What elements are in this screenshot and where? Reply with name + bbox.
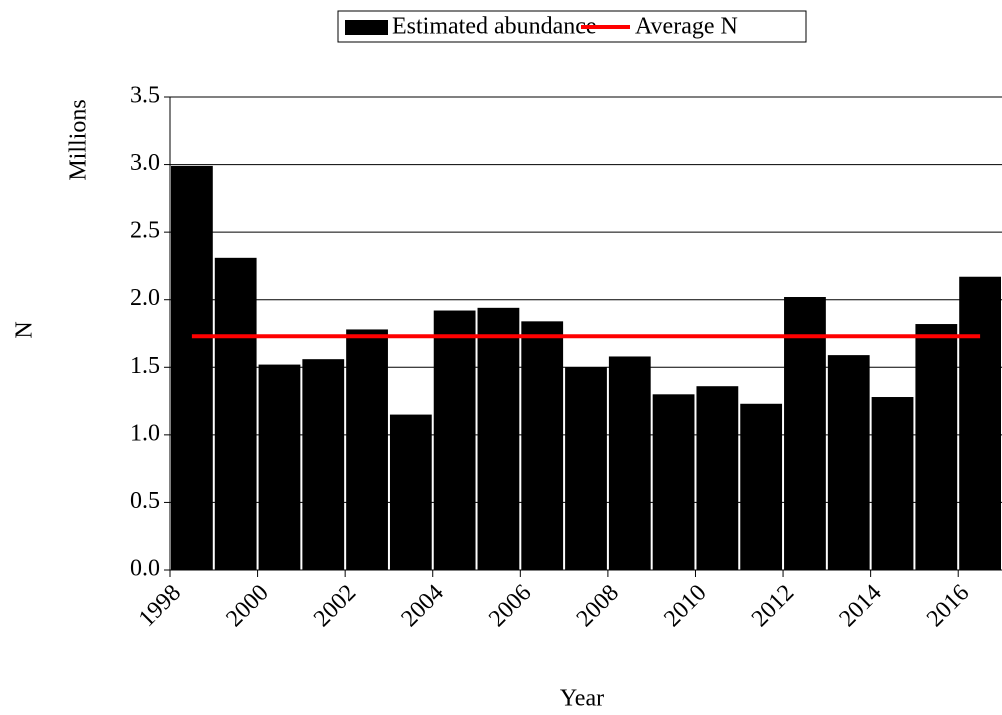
x-tick-label: 2008	[572, 580, 624, 632]
y-axis-label: N	[12, 321, 38, 338]
bar	[565, 367, 607, 570]
legend-swatch	[345, 20, 388, 35]
x-tick-label: 2006	[484, 580, 536, 632]
x-tick-label: 2014	[834, 580, 886, 632]
bar	[827, 355, 870, 570]
legend: Estimated abundance Average N	[337, 10, 807, 43]
x-tick-label: 2016	[922, 580, 974, 632]
y-tick-label: 2.0	[130, 285, 160, 311]
y-axis-unit: Millions	[66, 99, 92, 180]
x-tick-label: 2004	[397, 580, 449, 632]
bar	[214, 257, 257, 570]
bar	[784, 297, 826, 570]
y-tick-label: 1.5	[130, 353, 160, 379]
bar	[696, 386, 739, 570]
y-tick-label: 3.5	[130, 83, 160, 109]
x-tick-label: 1998	[134, 580, 186, 632]
legend-label: Average N	[635, 14, 738, 40]
bar	[521, 321, 564, 570]
bar	[171, 165, 213, 570]
x-axis-label: Year	[560, 686, 604, 712]
bar	[740, 403, 783, 570]
y-tick-label: 1.0	[130, 420, 160, 446]
bar	[652, 394, 695, 570]
legend-label: Estimated abundance	[392, 14, 597, 40]
bar	[477, 307, 520, 570]
bar	[871, 397, 914, 570]
y-tick-label: 3.0	[130, 150, 160, 176]
bar	[915, 324, 958, 570]
y-tick-label: 0.0	[130, 556, 160, 582]
legend-box	[337, 10, 807, 43]
bar	[258, 364, 301, 570]
bar	[302, 359, 345, 570]
y-tick-label: 2.5	[130, 218, 160, 244]
x-tick-label: 2012	[747, 580, 799, 632]
x-tick-label: 2000	[221, 580, 273, 632]
bar	[346, 329, 388, 570]
x-tick-label: 2010	[659, 580, 711, 632]
x-tick-label: 2002	[309, 580, 361, 632]
bar	[959, 276, 1001, 570]
bar	[608, 356, 651, 570]
bar	[389, 414, 432, 570]
bar	[433, 310, 476, 570]
y-tick-label: 0.5	[130, 488, 160, 514]
